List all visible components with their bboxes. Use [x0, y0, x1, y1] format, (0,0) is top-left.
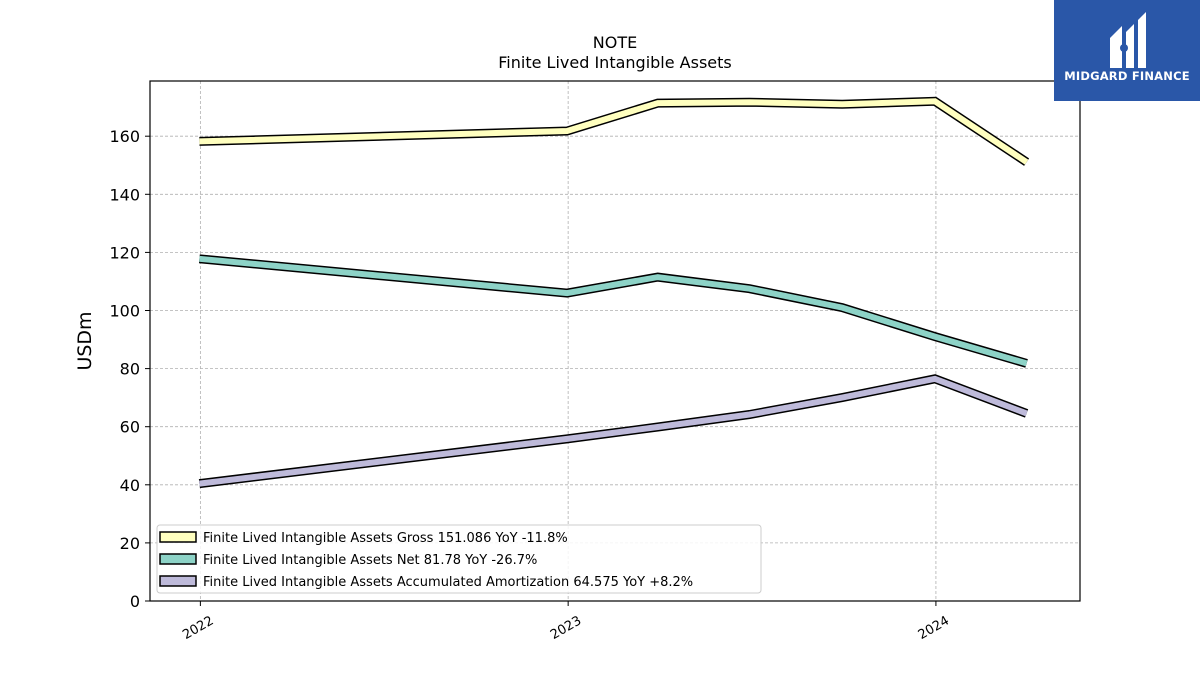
- series-outline: [199, 96, 1030, 166]
- y-tick-label: 160: [109, 127, 140, 146]
- y-tick-label: 80: [120, 360, 140, 379]
- y-tick-label: 140: [109, 185, 140, 204]
- plot-frame: [149, 80, 1081, 602]
- series-core: [199, 98, 1029, 165]
- y-tick-label: 20: [120, 534, 140, 553]
- legend-box: [156, 524, 762, 594]
- legend-entry: Finite Lived Intangible Assets Accumulat…: [203, 575, 693, 590]
- x-tick-label: 2023: [548, 613, 584, 643]
- chart-title-line1: NOTE: [593, 33, 637, 52]
- series-line-2: [198, 254, 1028, 368]
- chart-title-line2: Finite Lived Intangible Assets: [498, 53, 731, 72]
- brand-logo: MIDGARD FINANCE: [1054, 0, 1200, 101]
- midgard-logo-icon: [1110, 12, 1146, 68]
- legend-swatch: [159, 575, 197, 587]
- x-tick-label: 2022: [180, 613, 216, 643]
- x-tick-label: 2024: [916, 613, 952, 643]
- legend-swatch: [159, 553, 197, 565]
- series-core: [199, 255, 1028, 367]
- y-tick-label: 60: [120, 418, 140, 437]
- y-tick-label: 120: [109, 243, 140, 262]
- series-lines: [198, 96, 1030, 489]
- legend-entry: Finite Lived Intangible Assets Gross 151…: [203, 531, 568, 546]
- brand-name: MIDGARD FINANCE: [1064, 69, 1190, 83]
- series-line-3: [198, 374, 1029, 489]
- series-outline: [198, 254, 1028, 368]
- y-tick-label: 40: [120, 476, 140, 495]
- y-tick-label: 0: [130, 592, 140, 611]
- y-tick-label: 100: [109, 301, 140, 320]
- legend: Finite Lived Intangible Assets Gross 151…: [156, 524, 762, 594]
- series-core: [199, 375, 1028, 487]
- y-axis-label: USDm: [74, 311, 96, 370]
- legend-entry: Finite Lived Intangible Assets Net 81.78…: [203, 553, 537, 568]
- series-line-1: [199, 96, 1030, 166]
- legend-swatch: [159, 531, 197, 543]
